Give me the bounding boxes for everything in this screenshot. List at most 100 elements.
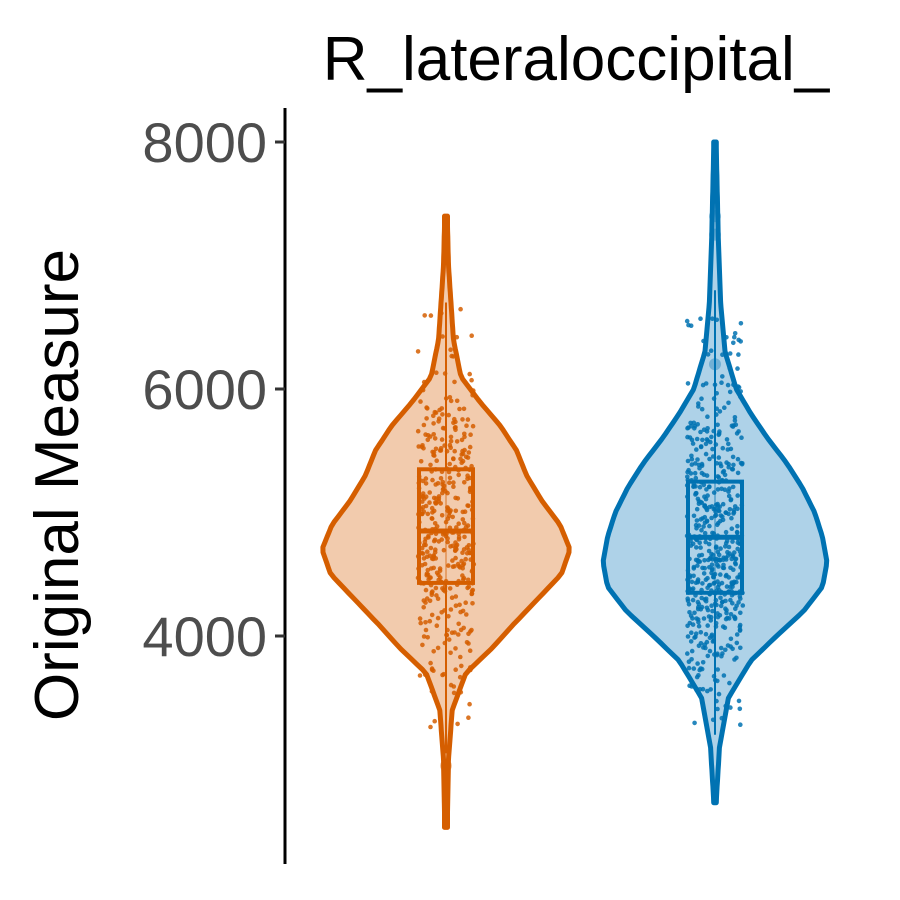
data-point: [709, 562, 715, 567]
data-point: [467, 371, 473, 377]
data-point: [423, 620, 428, 625]
data-point: [732, 418, 738, 423]
data-point: [707, 484, 712, 490]
data-point: [721, 673, 727, 678]
data-point: [699, 406, 705, 412]
data-point: [689, 453, 694, 459]
data-point: [726, 575, 732, 580]
data-point: [711, 638, 717, 644]
data-point: [717, 409, 723, 414]
data-point: [443, 396, 449, 401]
data-point: [447, 480, 452, 486]
data-point: [443, 519, 449, 525]
data-point: [704, 429, 710, 434]
data-point: [709, 434, 714, 440]
data-point: [425, 549, 430, 554]
data-point: [421, 598, 427, 603]
data-point: [729, 466, 735, 472]
data-point: [706, 541, 712, 547]
data-point: [431, 538, 437, 544]
data-point: [467, 701, 472, 707]
data-point: [689, 648, 695, 654]
data-point: [716, 455, 722, 460]
data-point: [469, 463, 474, 469]
data-point: [458, 609, 463, 615]
data-point: [704, 518, 710, 524]
data-point: [726, 400, 731, 406]
data-point: [703, 539, 708, 545]
data-point: [438, 476, 444, 481]
data-point: [437, 448, 443, 453]
data-point: [434, 370, 439, 376]
data-point: [446, 513, 452, 519]
data-point: [736, 352, 741, 357]
data-point: [732, 415, 738, 420]
data-point: [720, 445, 726, 451]
data-point: [714, 602, 719, 608]
data-point: [723, 703, 728, 709]
data-point: [458, 306, 463, 312]
data-point: [737, 628, 743, 633]
data-point: [466, 584, 472, 589]
data-point: [440, 412, 445, 417]
data-point: [462, 447, 467, 453]
data-point: [431, 553, 437, 558]
data-point: [693, 631, 699, 636]
data-point: [705, 688, 710, 694]
data-point: [715, 611, 720, 616]
data-point: [731, 511, 736, 516]
data-point: [416, 566, 421, 571]
data-point: [469, 627, 474, 633]
data-point: [447, 475, 453, 481]
data-point: [702, 514, 708, 520]
data-point: [451, 690, 457, 696]
data-point: [427, 618, 433, 624]
data-point: [451, 354, 456, 359]
data-point: [420, 443, 425, 448]
data-point: [694, 447, 699, 452]
data-point: [464, 640, 470, 645]
data-point: [690, 597, 696, 603]
data-point: [687, 556, 692, 562]
data-point: [455, 721, 460, 727]
data-point: [740, 590, 745, 596]
data-point: [459, 558, 464, 564]
data-point: [453, 508, 459, 514]
data-point: [460, 417, 465, 422]
chart-title: R_lateraloccipital_: [323, 25, 831, 94]
data-point: [466, 577, 471, 583]
data-point: [694, 686, 700, 692]
data-point: [465, 476, 470, 482]
data-point: [722, 405, 727, 411]
data-point: [685, 651, 690, 656]
data-point: [727, 680, 732, 686]
y-axis: 4000 6000 8000: [142, 108, 287, 864]
data-point: [453, 427, 458, 433]
data-point: [732, 657, 737, 662]
data-point: [715, 614, 721, 620]
data-point: [685, 596, 690, 601]
data-point: [731, 382, 736, 388]
data-point: [453, 540, 458, 545]
data-point: [450, 514, 456, 520]
data-point: [449, 595, 455, 600]
data-point: [738, 389, 743, 394]
data-point: [716, 691, 722, 697]
data-point: [466, 631, 471, 637]
data-point: [684, 318, 690, 324]
data-point: [421, 605, 427, 610]
data-point: [471, 541, 476, 546]
data-point: [691, 420, 697, 426]
data-point: [696, 559, 701, 564]
data-point: [429, 516, 435, 521]
data-point: [694, 545, 699, 550]
data-point: [727, 351, 733, 356]
data-point: [433, 467, 439, 472]
data-point: [444, 632, 449, 638]
data-point: [712, 652, 717, 657]
data-point: [416, 511, 421, 517]
data-point: [687, 573, 693, 578]
data-point: [738, 565, 743, 570]
data-point: [702, 642, 708, 647]
